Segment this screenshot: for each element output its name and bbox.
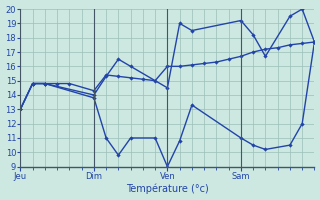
X-axis label: Température (°c): Température (°c): [126, 184, 209, 194]
